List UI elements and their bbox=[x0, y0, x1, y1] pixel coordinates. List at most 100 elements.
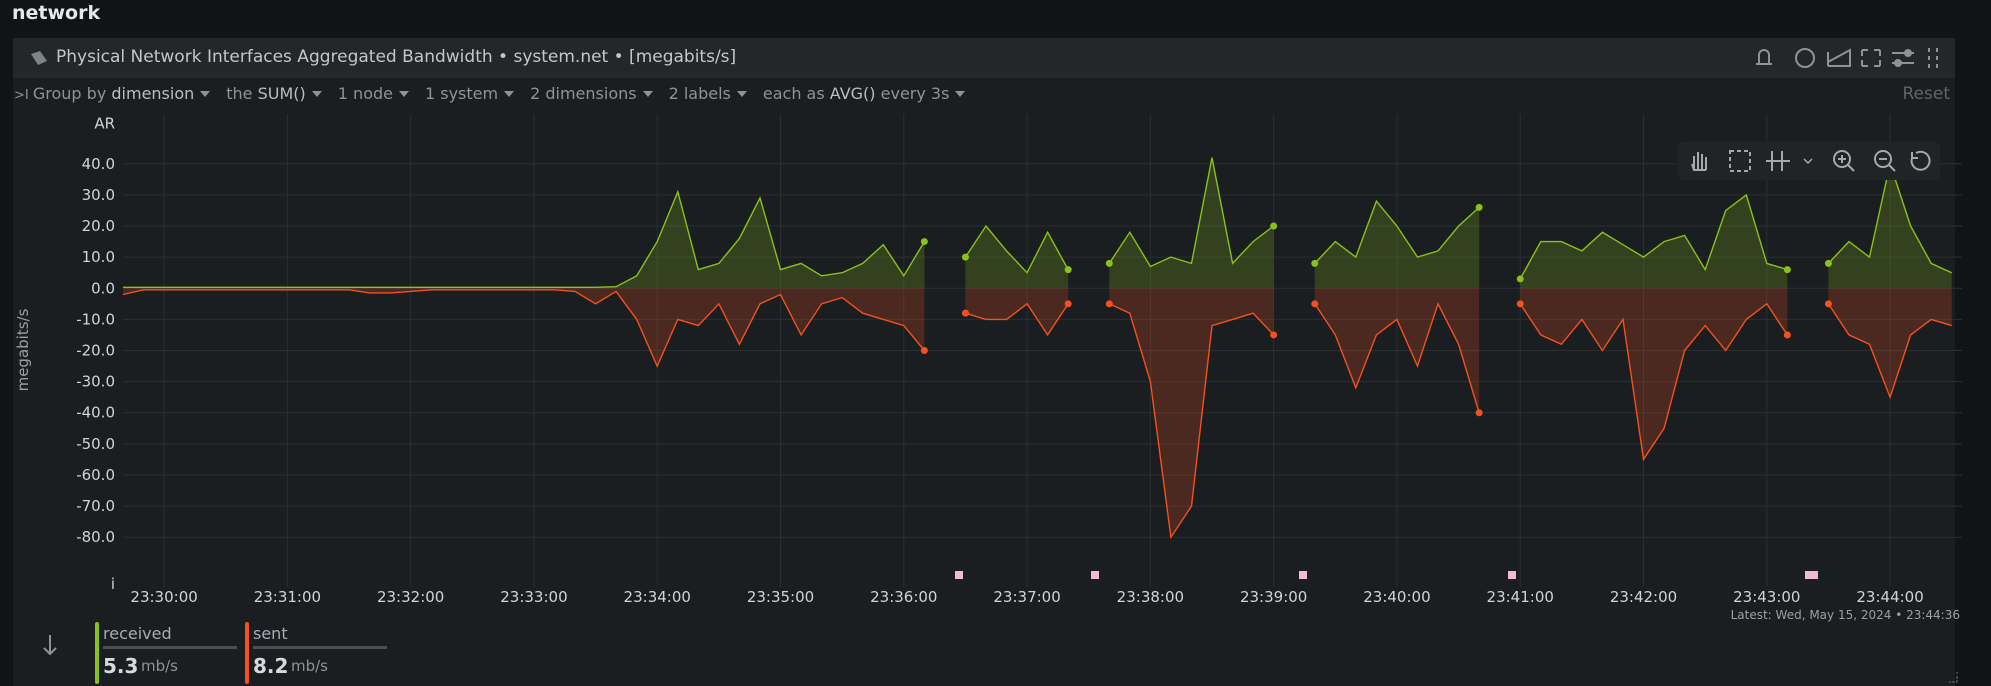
legend-name[interactable]: received bbox=[103, 624, 172, 643]
info-icon[interactable] bbox=[1795, 48, 1815, 68]
y-tick-label: 40.0 bbox=[82, 155, 115, 173]
gap-point bbox=[1516, 300, 1524, 308]
gap-point bbox=[1105, 300, 1113, 308]
x-tick-label: 23:40:00 bbox=[1363, 588, 1430, 606]
y-tick-label: -20.0 bbox=[76, 342, 115, 360]
every-filter[interactable]: every 3s bbox=[880, 84, 950, 103]
legend-underline bbox=[253, 646, 387, 649]
gap-point bbox=[1064, 266, 1072, 274]
drag-icon[interactable] bbox=[1928, 48, 1938, 68]
pan-tool[interactable] bbox=[1691, 152, 1707, 171]
series-line bbox=[123, 157, 1952, 288]
y-tick-label: 10.0 bbox=[82, 248, 115, 266]
x-tick-label: 23:32:00 bbox=[377, 588, 444, 606]
gap-point bbox=[1311, 259, 1319, 267]
chart-title: Physical Network Interfaces Aggregated B… bbox=[56, 47, 737, 67]
each-as-label: each as bbox=[762, 84, 825, 103]
gap-point bbox=[1516, 275, 1524, 283]
time-aggregation[interactable]: AVG() bbox=[829, 84, 876, 103]
legend-swatch bbox=[95, 622, 99, 684]
group-by-value[interactable]: dimension bbox=[111, 84, 195, 103]
legend-unit: mb/s bbox=[291, 657, 329, 675]
x-tick-label: 23:42:00 bbox=[1610, 588, 1677, 606]
gap-point bbox=[1064, 300, 1072, 308]
chart-type-icon[interactable] bbox=[1827, 48, 1851, 67]
gap-point bbox=[961, 253, 969, 261]
aggregation[interactable]: SUM() bbox=[257, 84, 306, 103]
x-tick-label: 23:43:00 bbox=[1733, 588, 1800, 606]
select-tool[interactable] bbox=[1729, 150, 1751, 172]
legend-value: 5.3 bbox=[103, 654, 139, 678]
y-axis-label: megabits/s bbox=[14, 308, 32, 391]
x-tick-label: 23:41:00 bbox=[1487, 588, 1554, 606]
gap-point bbox=[920, 347, 928, 354]
gap-point bbox=[1824, 259, 1832, 267]
chart-panel bbox=[13, 38, 1955, 686]
header-actions[interactable] bbox=[1750, 44, 1950, 72]
gap-point bbox=[1783, 331, 1791, 339]
x-tick-label: 23:39:00 bbox=[1240, 588, 1307, 606]
gap-point bbox=[1824, 300, 1832, 308]
y-tick-label: -80.0 bbox=[76, 528, 115, 546]
gap-point bbox=[961, 309, 969, 317]
reset-zoom[interactable] bbox=[1910, 150, 1931, 171]
y-tick-label: -60.0 bbox=[76, 466, 115, 484]
legend-toggle[interactable] bbox=[40, 632, 60, 658]
systems-filter[interactable]: 1 system bbox=[424, 84, 499, 103]
x-tick-label: 23:33:00 bbox=[500, 588, 567, 606]
the-label: the bbox=[226, 84, 253, 103]
chart-header bbox=[13, 38, 1955, 78]
y-tick-label: -30.0 bbox=[76, 373, 115, 391]
legend-unit: mb/s bbox=[141, 657, 179, 675]
gap-point bbox=[1311, 300, 1319, 308]
resize-handle[interactable] bbox=[1945, 670, 1959, 684]
y-tick-label: -40.0 bbox=[76, 404, 115, 422]
gap-point bbox=[1475, 203, 1483, 211]
grid bbox=[123, 114, 1962, 587]
y-tick-label: 0.0 bbox=[91, 279, 115, 297]
legend-name[interactable]: sent bbox=[253, 624, 288, 643]
legend-value: 8.2 bbox=[253, 654, 289, 678]
dimensions-filter[interactable]: 2 dimensions bbox=[530, 84, 637, 103]
legend-underline bbox=[103, 646, 237, 649]
latest-timestamp: Latest: Wed, May 15, 2024 • 23:44:36 bbox=[1730, 608, 1960, 622]
labels-filter[interactable]: 2 labels bbox=[668, 84, 731, 103]
y-tick-label: AR bbox=[94, 114, 115, 132]
zoom-in[interactable] bbox=[1833, 150, 1851, 168]
x-tick-label: 23:44:00 bbox=[1856, 588, 1923, 606]
alert-icon[interactable] bbox=[1756, 49, 1772, 65]
chart-icon bbox=[31, 51, 47, 65]
y-tick-label: 20.0 bbox=[82, 217, 115, 235]
reset-button[interactable]: Reset bbox=[1902, 84, 1951, 104]
zoom-toolbar bbox=[1678, 142, 1940, 180]
x-tick-label: 23:30:00 bbox=[130, 588, 197, 606]
gap-point bbox=[1475, 409, 1483, 417]
y-tick-label: i bbox=[111, 575, 115, 593]
group-by-label: Group by bbox=[32, 84, 107, 103]
series-line bbox=[122, 289, 1952, 540]
gap-point bbox=[1270, 331, 1278, 339]
nodes-filter[interactable]: 1 node bbox=[337, 84, 393, 103]
x-tick-label: 23:36:00 bbox=[870, 588, 937, 606]
gap-point bbox=[1105, 259, 1113, 267]
zoom-out[interactable] bbox=[1874, 150, 1892, 168]
y-tick-label: -70.0 bbox=[76, 497, 115, 515]
x-tick-label: 23:37:00 bbox=[993, 588, 1060, 606]
gap-point bbox=[920, 238, 928, 246]
highlight-tool[interactable] bbox=[1766, 151, 1790, 171]
x-tick-label: 23:35:00 bbox=[747, 588, 814, 606]
legend-swatch bbox=[245, 622, 249, 684]
gap-point bbox=[1270, 222, 1278, 230]
x-tick-label: 23:31:00 bbox=[254, 588, 321, 606]
y-tick-label: -10.0 bbox=[76, 310, 115, 328]
y-tick-label: -50.0 bbox=[76, 435, 115, 453]
gap-point bbox=[1783, 266, 1791, 274]
x-tick-label: 23:38:00 bbox=[1117, 588, 1184, 606]
y-tick-label: 30.0 bbox=[82, 186, 115, 204]
chart-toolbar: >I Group by dimension the SUM() 1 node 1 sy… bbox=[14, 84, 981, 103]
annotation-markers bbox=[955, 571, 1818, 579]
x-tick-label: 23:34:00 bbox=[624, 588, 691, 606]
fullscreen-icon[interactable] bbox=[1861, 49, 1881, 67]
